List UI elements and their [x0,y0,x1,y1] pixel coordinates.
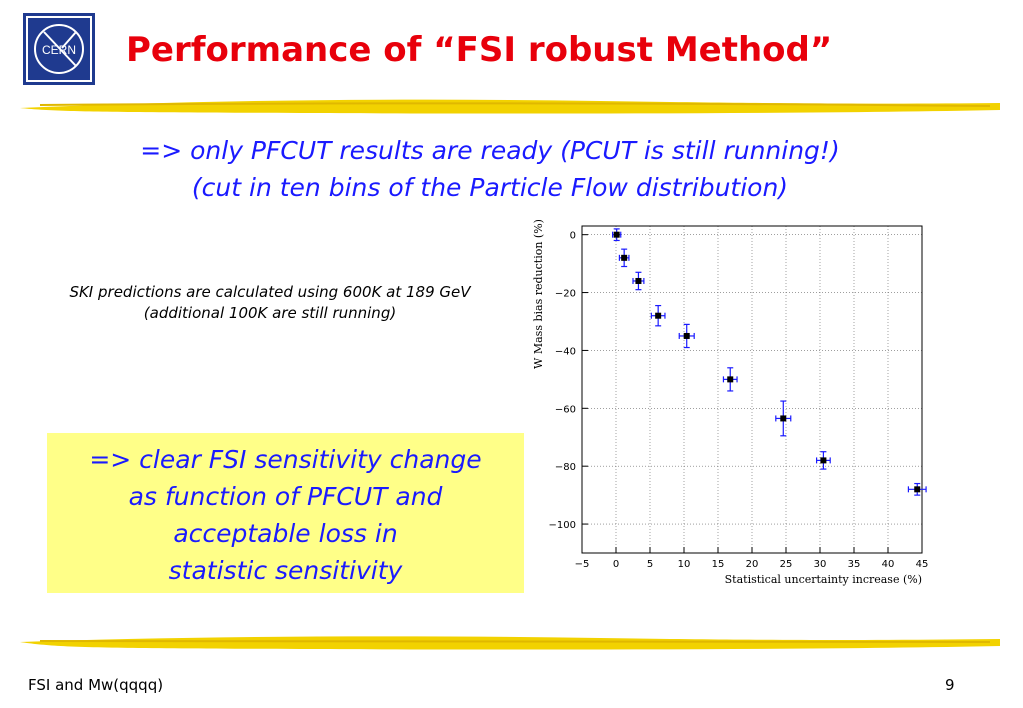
data-point [618,248,630,268]
y-axis-label: W Mass bias reduction (%) [532,219,545,369]
x-tick-label: 25 [780,559,793,570]
x-axis-label: Statistical uncertainty increase (%) [725,573,922,586]
callout-text: => clear FSI sensitivity change as funct… [47,433,524,589]
data-point [611,228,622,242]
data-point [907,482,927,496]
note: SKI predictions are calculated using 600… [30,282,510,324]
callout-line: acceptable loss in [173,519,398,548]
point-marker [780,415,787,422]
point-marker [727,376,734,383]
y-tick-label: −80 [555,462,576,473]
point-marker [914,486,921,493]
subtitle-line-2: (cut in ten bins of the Particle Flow di… [191,173,789,202]
x-tick-label: 0 [613,559,619,570]
divider-top [20,99,1000,114]
y-tick-label: −40 [555,346,576,357]
x-tick-label: 5 [647,559,653,570]
x-tick-label: 15 [712,559,725,570]
y-tick-label: −60 [555,404,576,415]
point-marker [621,254,628,261]
y-tick-label: 0 [570,231,576,242]
data-point [650,304,666,327]
slide-title: Performance of “FSI robust Method” [126,30,833,70]
scatter-chart: −5 0 5 10 15 20 25 30 35 40 45 0 −20 −40 −60 −80 −100 W … [532,219,929,586]
cern-logo-icon: CERN [23,13,95,85]
x-tick-label: 40 [882,559,895,570]
point-marker [635,277,642,284]
y-tick-label: −20 [555,289,576,300]
x-tick-label: 30 [814,559,827,570]
data-point [816,451,831,470]
chart-ticks: −5 0 5 10 15 20 25 30 35 40 45 0 −20 −40 −60 −80 −100 [549,231,929,570]
callout-line: as function of PFCUT and [128,482,443,511]
point-marker [655,312,662,319]
y-tick-label: −100 [549,520,576,531]
x-tick-label: 35 [848,559,861,570]
chart-points [611,228,927,496]
note-line-2: (additional 100K are still running) [143,304,397,322]
logo-text: CERN [42,43,76,57]
callout-box: => clear FSI sensitivity change as funct… [47,433,524,593]
data-point [632,271,645,291]
chart-grid [581,226,923,553]
callout-line: statistic sensitivity [168,556,403,585]
point-marker [683,332,690,339]
callout-line: => clear FSI sensitivity change [89,445,482,474]
note-line-1: SKI predictions are calculated using 600… [69,283,471,301]
subtitle: => only PFCUT results are ready (PCUT is… [40,132,940,206]
page-number: 9 [945,676,955,694]
plot-frame [581,225,923,554]
data-point [678,323,695,349]
x-tick-label: −5 [575,559,590,570]
data-point [775,400,792,437]
x-tick-label: 45 [916,559,929,570]
x-tick-label: 20 [746,559,759,570]
subtitle-line-1: => only PFCUT results are ready (PCUT is… [140,136,840,165]
point-marker [820,457,827,464]
point-marker [613,231,620,238]
data-point [722,367,738,392]
x-tick-label: 10 [678,559,691,570]
footer-left: FSI and Mw(qqqq) [28,676,164,694]
divider-bottom [20,636,1000,650]
